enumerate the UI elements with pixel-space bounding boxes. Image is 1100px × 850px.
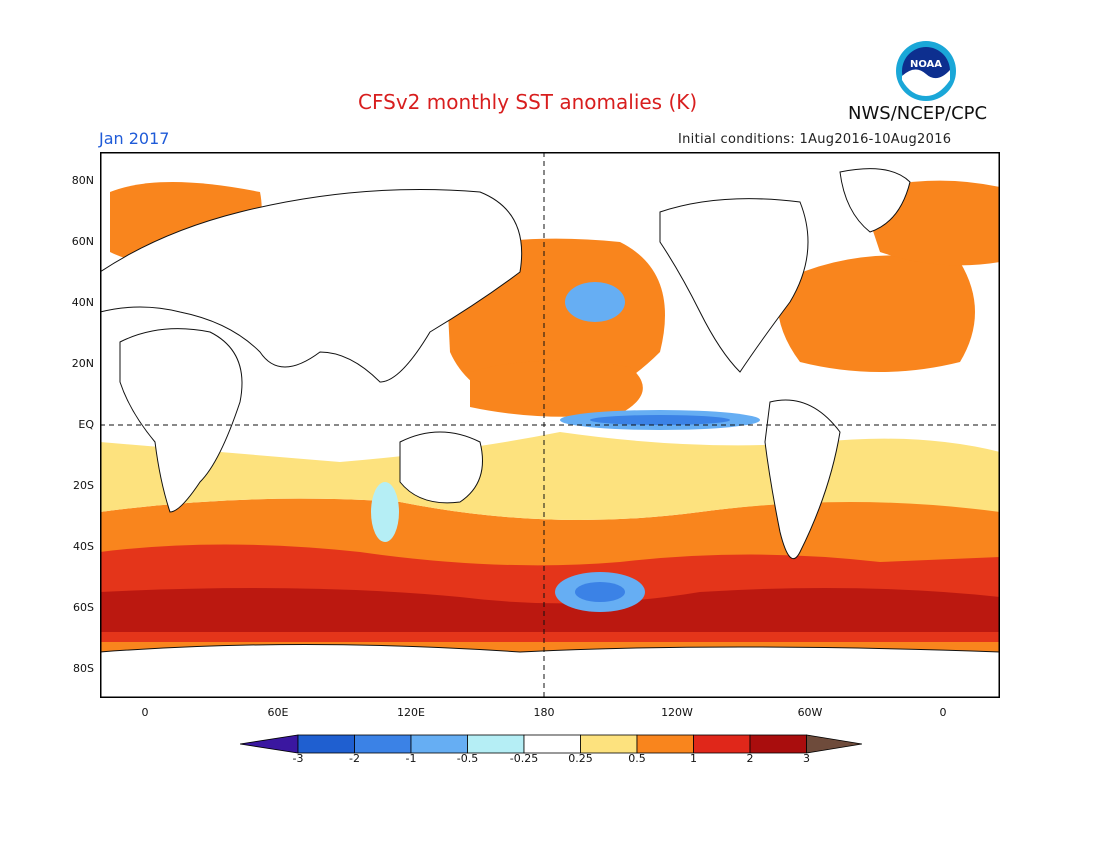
map-title: CFSv2 monthly SST anomalies (K) bbox=[358, 90, 698, 114]
lat-label: 80S bbox=[73, 662, 94, 675]
colorbar-swatch bbox=[580, 734, 638, 754]
colorbar-label: 2 bbox=[746, 752, 754, 765]
lat-label: 40S bbox=[73, 540, 94, 553]
colorbar-label: 1 bbox=[690, 752, 697, 765]
colorbar-swatch bbox=[693, 734, 751, 754]
lon-label: 0 bbox=[939, 706, 947, 719]
svg-text:NOAA: NOAA bbox=[910, 59, 942, 70]
valid-month: Jan 2017 bbox=[99, 129, 170, 148]
colorbar-swatch bbox=[467, 734, 525, 754]
lat-label: 20S bbox=[73, 479, 94, 492]
colorbar-label: 3 bbox=[803, 752, 810, 765]
colorbar-swatch bbox=[410, 734, 468, 754]
colorbar-swatch bbox=[636, 734, 694, 754]
lon-label: 60W bbox=[797, 706, 823, 719]
colorbar-label: -1 bbox=[405, 752, 417, 765]
org-label: NWS/NCEP/CPC bbox=[848, 103, 988, 124]
colorbar-swatch bbox=[354, 734, 412, 754]
colorbar-label: -0.5 bbox=[456, 752, 479, 765]
colorbar-min-triangle bbox=[240, 734, 299, 754]
noaa-logo: NOAA bbox=[895, 40, 957, 102]
colorbar-swatch bbox=[523, 734, 581, 754]
lat-label: 60N bbox=[71, 235, 94, 248]
sst-anomaly-map bbox=[100, 152, 1000, 698]
colorbar-max-triangle bbox=[806, 734, 862, 754]
colorbar-swatch bbox=[297, 734, 355, 754]
colorbar bbox=[240, 734, 862, 754]
lat-label: EQ bbox=[78, 418, 94, 431]
lon-label: 180 bbox=[533, 706, 555, 719]
colorbar-label: -3 bbox=[292, 752, 304, 765]
colorbar-label: -2 bbox=[349, 752, 360, 765]
lon-label: 120E bbox=[397, 706, 425, 719]
lon-label: 60E bbox=[267, 706, 289, 719]
lat-label: 60S bbox=[73, 601, 94, 614]
lon-label: 0 bbox=[141, 706, 149, 719]
colorbar-label: 0.5 bbox=[628, 752, 646, 765]
lat-label: 20N bbox=[71, 357, 94, 370]
colorbar-swatch bbox=[749, 734, 807, 754]
lat-label: 80N bbox=[71, 174, 94, 187]
colorbar-label: -0.25 bbox=[509, 752, 539, 765]
colorbar-label: 0.25 bbox=[568, 752, 593, 765]
lat-label: 40N bbox=[71, 296, 94, 309]
lon-label: 120W bbox=[661, 706, 693, 719]
initial-conditions: Initial conditions: 1Aug2016-10Aug2016 bbox=[678, 132, 952, 147]
continents bbox=[100, 168, 1000, 698]
